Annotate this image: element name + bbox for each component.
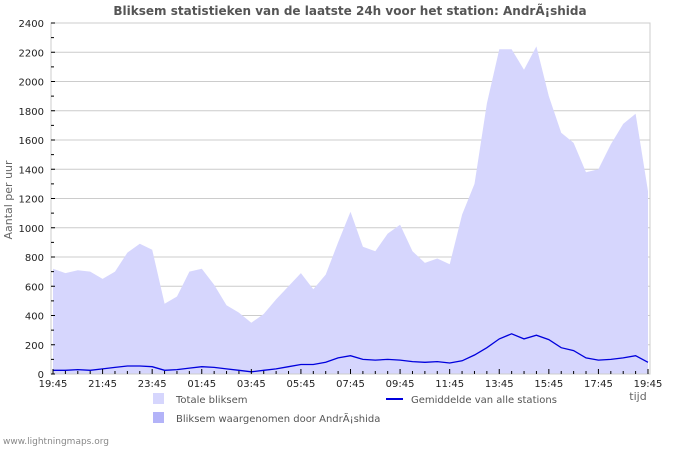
legend-swatch-total [153,393,164,404]
y-tick-label: 2400 [19,19,44,30]
y-tick-label: 0 [38,370,44,381]
y-tick-label: 200 [25,341,44,352]
x-tick-label: 19:45 [39,379,68,390]
x-tick-label: 01:45 [187,379,216,390]
y-tick-label: 1600 [19,136,44,147]
y-tick-label: 400 [25,312,44,323]
x-tick-label: 15:45 [534,379,563,390]
x-tick-label: 09:45 [386,379,415,390]
legend-label-total: Totale bliksem [175,395,247,406]
legend-label-station: Bliksem waargenomen door AndrÃ¡shida [176,412,380,425]
legend-label-average: Gemiddelde van alle stations [411,395,557,406]
y-axis: 0 200 400 600 800 1000 1200 1400 1600 1800 2000 220… [19,19,55,381]
legend-swatch-station [153,412,164,423]
x-tick-label: 23:45 [138,379,167,390]
x-tick-label: 19:45 [634,379,663,390]
chart-title: Bliksem statistieken van de laatste 24h … [113,3,586,18]
x-tick-label: 07:45 [336,379,365,390]
area-0 [53,46,648,375]
x-tick-label: 03:45 [237,379,266,390]
y-tick-label: 800 [25,253,44,264]
plot-areas [53,46,648,375]
y-tick-label: 1400 [19,165,44,176]
x-tick-label: 21:45 [88,379,117,390]
y-tick-label: 2000 [19,78,44,89]
average-line [53,333,649,373]
y-tick-label: 600 [25,282,44,293]
legend: Totale bliksem Bliksem waargenomen door … [153,393,557,425]
x-axis: 19:45 21:45 23:45 01:45 03:45 05:45 07:45 09:45… [39,369,663,390]
footer-credit: www.lightningmaps.org [3,437,109,447]
average-polyline [53,333,649,373]
y-tick-label: 2200 [19,48,44,59]
x-tick-label: 17:45 [584,379,613,390]
x-tick-label: 05:45 [287,379,316,390]
x-tick-label: 11:45 [435,379,464,390]
y-tick-label: 1200 [19,195,44,206]
y-tick-label: 1800 [19,107,44,118]
x-axis-label: tijd [629,390,646,403]
y-tick-label: 1000 [19,224,44,235]
y-axis-label: Aantal per uur [2,160,15,240]
x-tick-label: 13:45 [485,379,514,390]
